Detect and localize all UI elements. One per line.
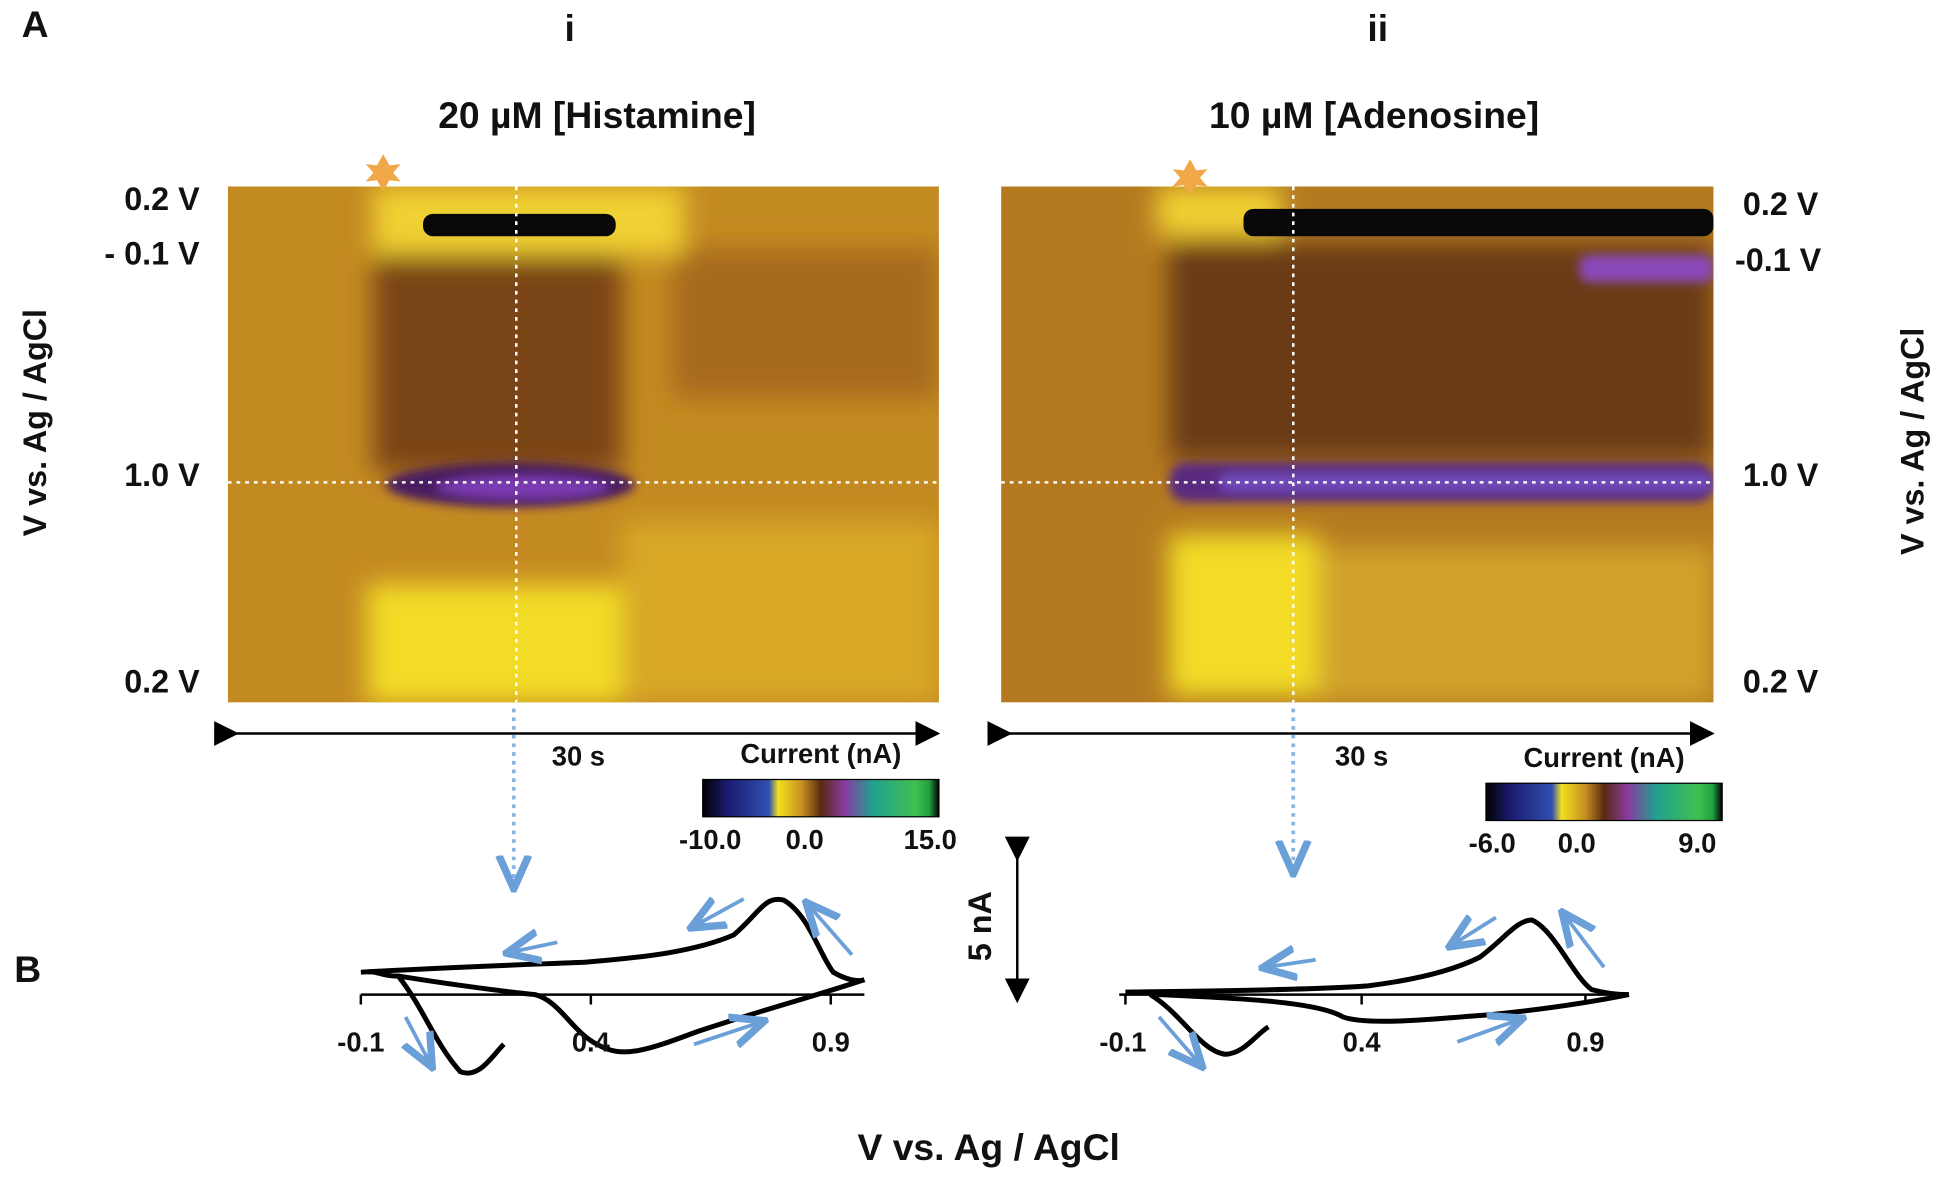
colorbar <box>1485 782 1723 822</box>
cv-tick: 0.9 <box>812 1027 850 1058</box>
y-axis-label: V vs. Ag / AgCl <box>1894 328 1930 555</box>
cv-tick: 0.9 <box>1566 1027 1604 1058</box>
potential-label: 1.0 V <box>1743 457 1819 493</box>
panel-numeral: ii <box>1367 7 1388 49</box>
potential-label: 0.2 V <box>1743 186 1819 222</box>
panel-title: 10 µM [Adenosine] <box>1209 94 1539 136</box>
star <box>365 154 401 192</box>
colorbar-tick: 0.0 <box>1558 828 1596 859</box>
colorbar <box>702 778 940 818</box>
cv-tick: -0.1 <box>337 1027 384 1058</box>
cv-plot <box>359 896 866 1076</box>
colorbar-tick: 0.0 <box>786 824 824 855</box>
colorbar-title: Current (nA) <box>1524 742 1685 773</box>
cv-tick: -0.1 <box>1099 1027 1146 1058</box>
star <box>1172 159 1208 197</box>
cv-tick: 0.4 <box>572 1027 611 1058</box>
colorbar-title: Current (nA) <box>740 738 901 769</box>
time-label: 30 s <box>552 741 605 772</box>
time-label: 30 s <box>1335 741 1388 772</box>
panel-label: A <box>22 3 49 45</box>
color-plot <box>1001 186 1714 703</box>
potential-label: 0.2 V <box>1743 663 1819 699</box>
scan-arrow <box>1157 915 1606 1064</box>
scan-arrow <box>406 899 854 1064</box>
potential-label: 0.2 V <box>124 663 200 699</box>
colorbar-tick: 9.0 <box>1678 828 1716 859</box>
panel-numeral: i <box>565 7 575 49</box>
cv-plot <box>1119 917 1630 1057</box>
cv-tick: 0.4 <box>1343 1027 1382 1058</box>
colorbar-tick: -10.0 <box>679 824 741 855</box>
colorbar-tick: -6.0 <box>1469 828 1516 859</box>
potential-label: - 0.1 V <box>104 236 200 272</box>
y-axis-label: V vs. Ag / AgCl <box>17 309 53 536</box>
colorbar-tick: 15.0 <box>904 824 957 855</box>
potential-label: 1.0 V <box>124 457 200 493</box>
potential-label: 0.2 V <box>124 181 200 217</box>
panel-label: B <box>14 948 41 990</box>
potential-label: -0.1 V <box>1735 242 1822 278</box>
panel-title: 20 µM [Histamine] <box>438 94 756 136</box>
scale-label: 5 nA <box>962 891 998 961</box>
color-plot <box>227 186 939 703</box>
x-axis-label: V vs. Ag / AgCl <box>857 1126 1119 1168</box>
